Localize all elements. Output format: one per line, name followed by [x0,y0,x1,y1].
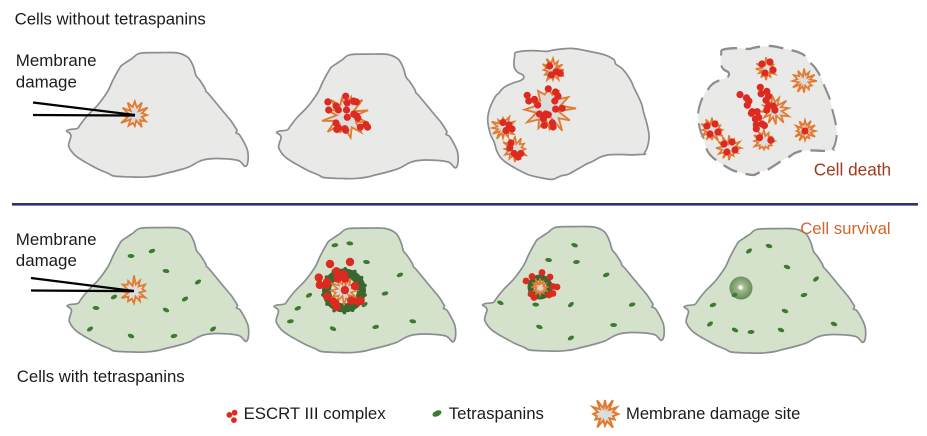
svg-text:damage: damage [16,251,77,270]
svg-text:Cells without tetraspanins: Cells without tetraspanins [15,10,206,29]
svg-text:ESCRT III complex: ESCRT III complex [244,404,387,423]
svg-text:Cell death: Cell death [814,160,891,180]
svg-text:damage: damage [16,72,77,91]
svg-text:Tetraspanins: Tetraspanins [449,404,544,423]
svg-text:Membrane damage site: Membrane damage site [626,404,800,423]
svg-text:Cell survival: Cell survival [800,219,890,238]
svg-text:Membrane: Membrane [16,230,97,249]
svg-text:Membrane: Membrane [16,51,97,70]
svg-text:Cells with tetraspanins: Cells with tetraspanins [17,367,185,386]
